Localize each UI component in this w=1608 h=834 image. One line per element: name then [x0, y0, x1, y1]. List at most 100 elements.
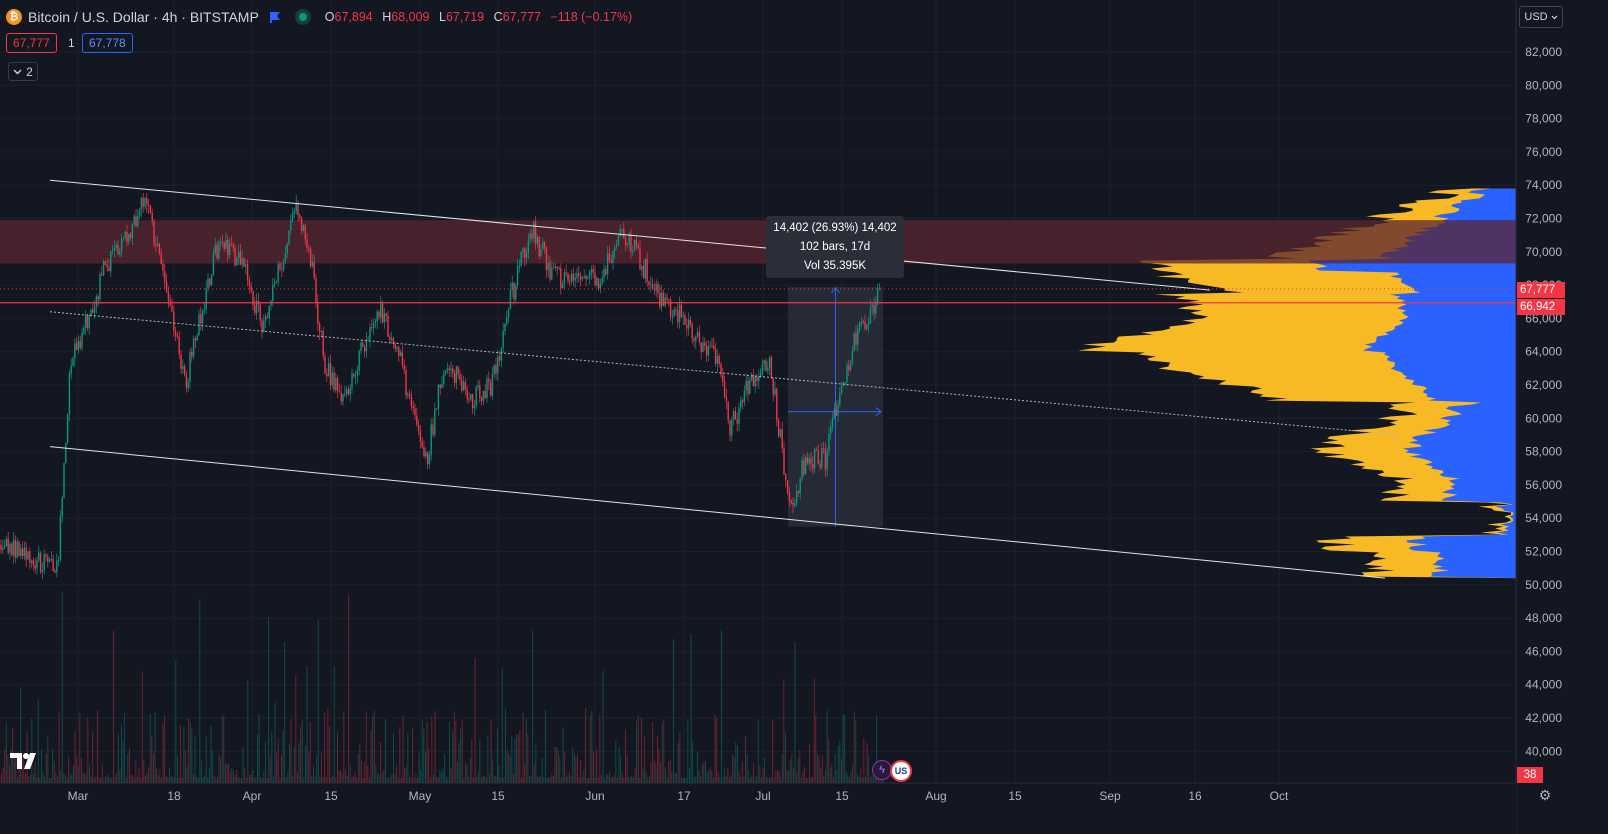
candle-body — [572, 273, 575, 281]
volume-bar — [69, 775, 71, 783]
candle-body — [392, 338, 395, 344]
volume-bar — [573, 753, 575, 783]
candle-body — [158, 243, 161, 254]
candle-body — [133, 216, 135, 224]
volume-bar — [471, 738, 473, 783]
lightning-event-icon[interactable]: ϟ — [872, 760, 892, 780]
supply-zone[interactable] — [0, 220, 1516, 264]
volume-bar — [377, 773, 378, 783]
order-quantity[interactable]: 1 — [68, 36, 75, 50]
volume-bar — [852, 765, 854, 783]
candle-body — [869, 307, 872, 324]
volume-bar — [84, 774, 86, 783]
time-axis[interactable]: Mar 18 Apr 15 May 15 Jun 17 Jul 15 Aug 15 Sep 16 Oct — [0, 782, 1516, 834]
indicators-count: 2 — [26, 64, 33, 79]
candle-body — [768, 357, 771, 368]
candle-body — [434, 408, 436, 435]
candle-body — [290, 220, 292, 231]
volume-bar — [41, 749, 42, 783]
volume-bar — [346, 775, 348, 783]
volume-bar — [639, 777, 641, 783]
candle-body — [576, 273, 578, 278]
sell-button[interactable]: 67,777 — [6, 33, 57, 53]
price-axis[interactable]: 82,000 80,000 78,000 76,000 74,000 72,000 70,0… — [1515, 0, 1608, 834]
candle-body — [92, 309, 94, 313]
volume-bar — [665, 767, 666, 783]
tradingview-logo-icon[interactable] — [10, 753, 40, 769]
volume-bar — [493, 775, 495, 783]
volume-bar — [693, 776, 695, 783]
volume-bar — [802, 771, 804, 783]
volume-bar — [721, 629, 722, 783]
time-tick-label: 15 — [1008, 789, 1022, 803]
volume-bar — [165, 775, 167, 783]
candle-body — [329, 363, 332, 386]
candle-body — [630, 233, 632, 252]
candle-body — [466, 389, 468, 400]
candle-body — [650, 284, 652, 286]
currency-select[interactable]: USD — [1519, 6, 1563, 28]
volume-bar — [676, 772, 678, 783]
chevron-down-icon — [13, 69, 22, 74]
trend-lines[interactable] — [0, 179, 1516, 579]
market-status-icon[interactable] — [294, 9, 311, 25]
candle-body — [864, 321, 866, 329]
volume-bar — [378, 774, 380, 783]
volume-bar — [807, 778, 809, 783]
volume-bar — [322, 777, 324, 783]
flag-icon[interactable] — [269, 11, 281, 23]
volume-bar — [61, 591, 63, 783]
volume-bar — [375, 764, 377, 783]
candle-body — [351, 373, 353, 389]
volume-bar — [209, 768, 210, 783]
candle-body — [113, 247, 116, 251]
candle-body — [435, 408, 438, 410]
candle-body — [270, 300, 272, 306]
gear-icon[interactable]: ⚙ — [1538, 786, 1552, 803]
symbol-title[interactable]: Bitcoin / U.S. Dollar · 4h · BITSTAMP — [28, 9, 259, 25]
candle-body — [324, 355, 326, 374]
volume-bar — [95, 776, 97, 783]
volume-bar — [252, 770, 254, 783]
price-tick-label: 70,000 — [1525, 245, 1562, 259]
candle-body — [740, 400, 742, 408]
candle-body — [57, 560, 60, 561]
candle-body — [144, 198, 146, 207]
candle-body — [344, 393, 346, 395]
volume-bar — [461, 719, 463, 783]
volume-bar — [31, 717, 33, 783]
volume-bar — [745, 736, 746, 783]
candle-body — [695, 336, 697, 342]
candle-body — [356, 370, 359, 376]
volume-bar — [409, 776, 410, 783]
volume-bar — [844, 714, 846, 783]
candle-body — [369, 327, 371, 340]
volume-bar — [57, 777, 58, 783]
volume-bar — [93, 777, 95, 783]
volume-bar — [831, 763, 833, 783]
candle-body — [756, 376, 758, 381]
volume-bar — [362, 778, 364, 783]
candle-body — [117, 244, 119, 254]
indicators-toggle[interactable]: 2 — [8, 62, 38, 81]
candle-body — [718, 356, 720, 365]
candle-body — [473, 405, 476, 409]
candle-body — [731, 419, 733, 436]
candle-body — [236, 257, 238, 265]
candle-body — [241, 258, 243, 265]
candle-body — [515, 285, 517, 300]
candle-body — [299, 214, 301, 219]
buy-button[interactable]: 67,778 — [82, 33, 133, 53]
volume-bar — [759, 765, 761, 783]
candle-body — [200, 314, 202, 324]
volume-bar — [148, 766, 150, 783]
price-tick-label: 54,000 — [1525, 511, 1562, 525]
volume-bar — [383, 769, 385, 783]
candle-body — [578, 273, 580, 276]
us-flag-event-icon[interactable]: US — [890, 760, 912, 782]
candle-body — [581, 277, 584, 280]
volume-bar — [170, 776, 172, 783]
volume-bar — [873, 772, 874, 783]
candle-body — [626, 244, 629, 246]
